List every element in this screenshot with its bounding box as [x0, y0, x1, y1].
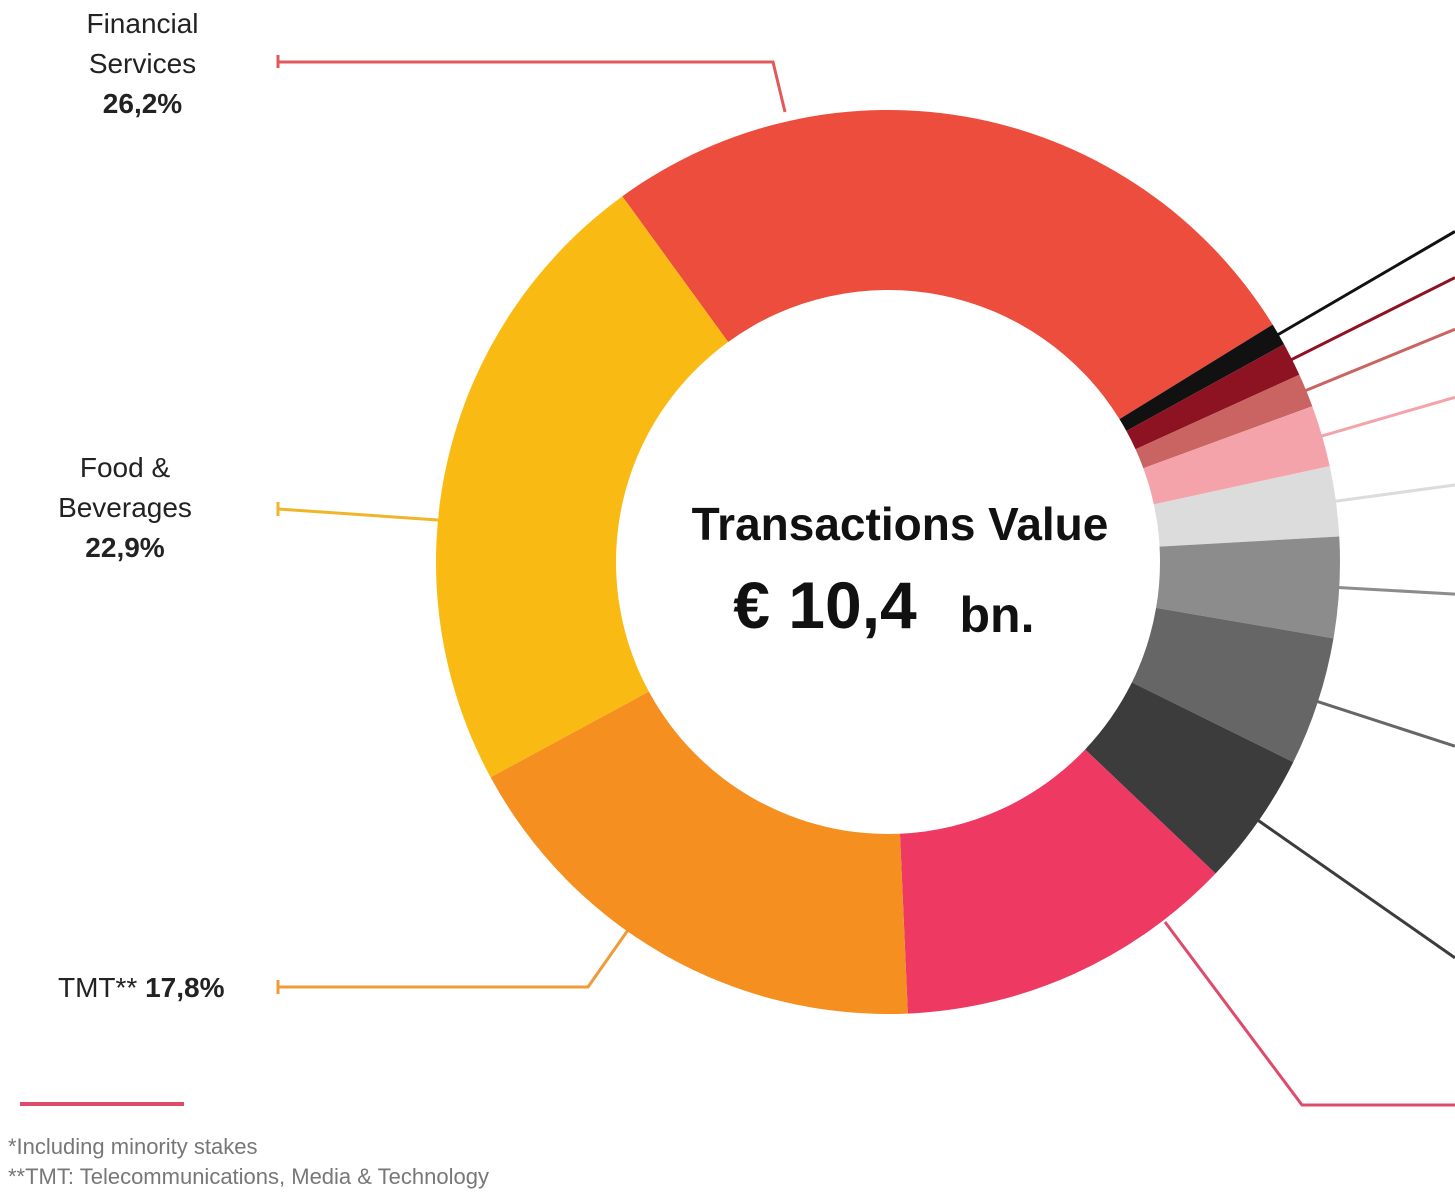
donut-segment	[1126, 344, 1300, 450]
value-label: 26,2%	[102, 88, 183, 119]
leader-line	[1309, 697, 1455, 748]
value-label: 17,8%	[145, 972, 225, 1003]
footnote: **TMT: Telecommunications, Media & Techn…	[8, 1164, 489, 1189]
leader-line	[1327, 483, 1455, 504]
label: Financial Services 26,2%	[60, 4, 225, 124]
footnote: *Including minority stakes	[8, 1134, 258, 1159]
leader-line	[276, 55, 787, 113]
leader-line	[1251, 814, 1455, 960]
donut-segment	[1156, 536, 1340, 639]
leader-line	[276, 929, 630, 994]
donut-segment	[1119, 324, 1285, 431]
donut-segment	[899, 749, 1216, 1014]
donut-segment	[1153, 466, 1340, 547]
donut-segment	[490, 691, 908, 1014]
label: Food & Beverages 22,9%	[40, 448, 210, 568]
center-title: Transactions Value	[692, 498, 1109, 550]
leader-line	[1331, 585, 1455, 596]
leader-line	[276, 502, 439, 522]
donut-segment	[1135, 374, 1313, 469]
donut-segment	[436, 196, 729, 778]
leader-line	[1270, 230, 1455, 340]
value-label: 22,9%	[85, 532, 165, 563]
label: TMT** 17,8%	[58, 968, 225, 1008]
leader-line	[1313, 395, 1455, 440]
leader-line	[1284, 276, 1455, 365]
category-label: Food & Beverages	[58, 452, 192, 523]
category-label: Financial Services	[86, 8, 199, 79]
center-value: € 10,4	[733, 568, 917, 642]
leader-line	[1163, 921, 1455, 1107]
donut-segment	[1143, 406, 1330, 505]
donut-segment	[1131, 607, 1334, 763]
center-unit: bn.	[960, 587, 1035, 643]
donut-segment	[622, 109, 1273, 420]
category-label: TMT**	[58, 972, 138, 1003]
leader-line	[1298, 327, 1455, 395]
donut-segment	[1085, 682, 1294, 874]
